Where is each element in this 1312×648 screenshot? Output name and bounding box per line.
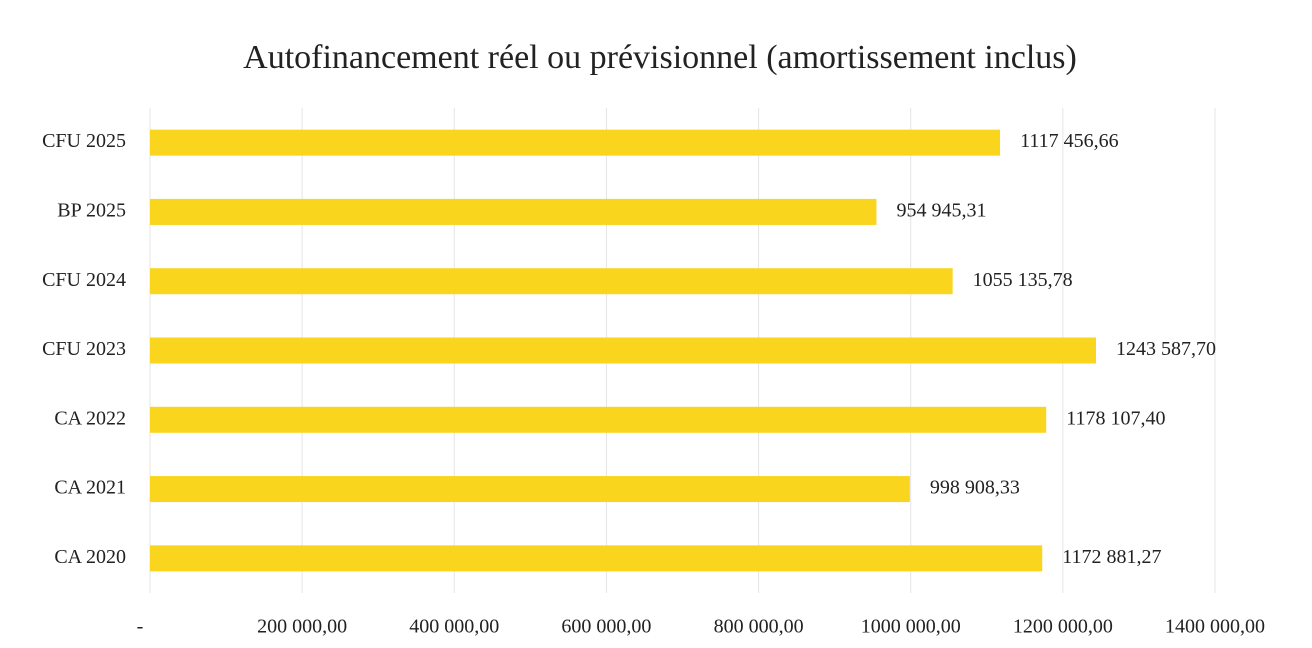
value-label: 954 945,31 — [896, 200, 986, 222]
value-label: 1055 135,78 — [973, 269, 1073, 291]
value-label: 1178 107,40 — [1066, 407, 1165, 429]
x-tick-label: 600 000,00 — [561, 616, 651, 638]
y-tick-label: CFU 2023 — [42, 338, 126, 360]
x-tick-label: - — [137, 616, 144, 638]
bar — [150, 545, 1043, 572]
value-label: 1117 456,66 — [1020, 130, 1119, 152]
bar — [150, 129, 1001, 156]
y-tick-label: CA 2022 — [54, 407, 126, 429]
value-label: 1172 881,27 — [1062, 546, 1161, 568]
x-tick-label: 1400 000,00 — [1165, 616, 1265, 638]
y-tick-label: BP 2025 — [57, 200, 126, 222]
bar — [150, 337, 1097, 364]
y-tick-label: CFU 2024 — [42, 269, 126, 291]
y-tick-label: CA 2020 — [54, 546, 126, 568]
x-tick-label: 200 000,00 — [257, 616, 347, 638]
x-tick-label: 1200 000,00 — [1013, 616, 1113, 638]
value-label: 1243 587,70 — [1116, 338, 1216, 360]
y-tick-label: CA 2021 — [54, 477, 126, 499]
y-tick-label: CFU 2025 — [42, 130, 126, 152]
x-tick-label: 400 000,00 — [409, 616, 499, 638]
value-label: 998 908,33 — [930, 477, 1020, 499]
bar — [150, 198, 877, 225]
chart-title: Autofinancement réel ou prévisionnel (am… — [243, 39, 1077, 76]
bar — [150, 476, 910, 503]
bar — [150, 268, 953, 295]
x-tick-label: 800 000,00 — [714, 616, 804, 638]
x-tick-label: 1000 000,00 — [861, 616, 961, 638]
bar — [150, 406, 1047, 433]
